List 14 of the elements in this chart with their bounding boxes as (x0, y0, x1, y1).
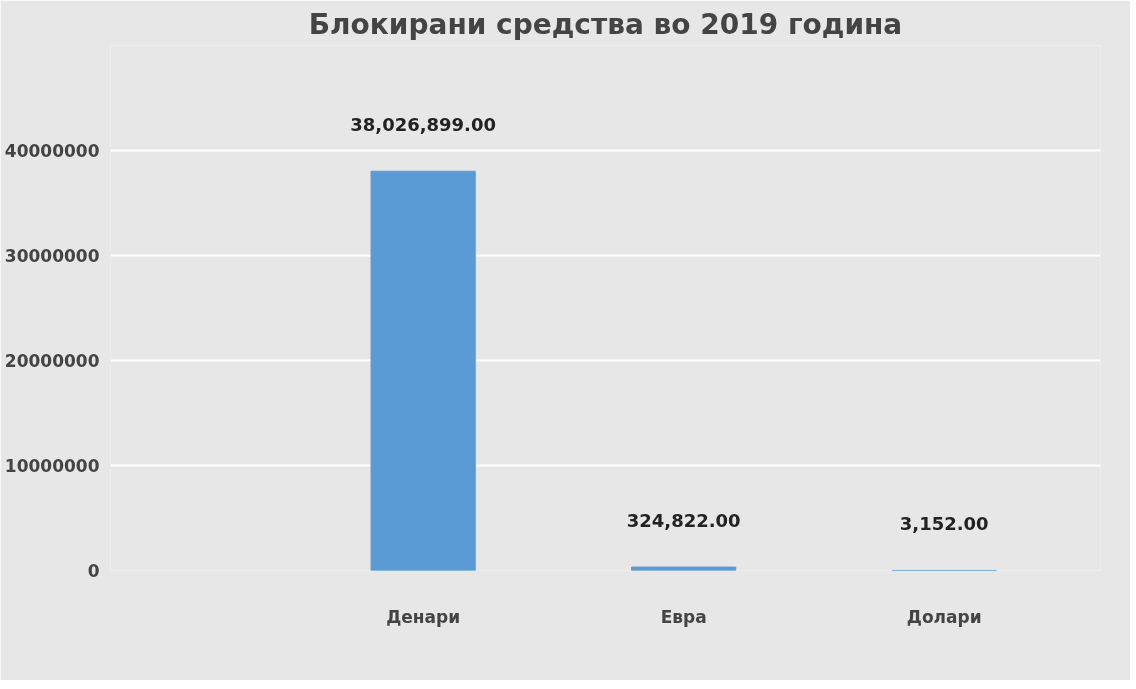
bar (631, 566, 737, 571)
x-tick-label: Долари (906, 606, 982, 627)
bar (370, 170, 476, 571)
chart-title: Блокирани средства во 2019 година (308, 7, 903, 41)
data-label: 38,026,899.00 (350, 114, 497, 136)
y-tick-label: 10000000 (4, 456, 100, 476)
x-tick-label: Евра (660, 606, 707, 627)
y-tick-label: 30000000 (4, 246, 100, 266)
y-tick-label: 40000000 (4, 141, 100, 161)
data-label: 324,822.00 (626, 510, 741, 532)
y-tick-label: 20000000 (4, 351, 100, 371)
x-tick-label: Денари (386, 606, 461, 627)
data-label: 3,152.00 (899, 513, 989, 535)
y-tick-label: 0 (87, 561, 100, 581)
